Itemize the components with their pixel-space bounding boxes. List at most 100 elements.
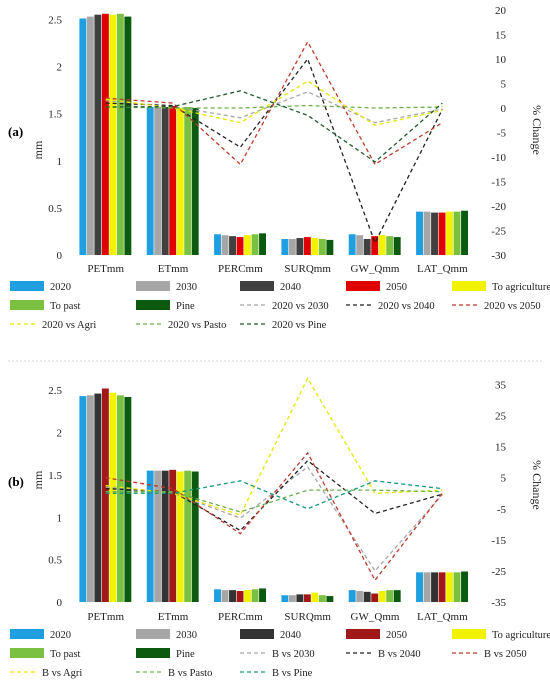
bar-to-agriculture-gw_qmm xyxy=(378,235,386,255)
bar-to-past-gw_qmm xyxy=(386,590,394,602)
legend-item: 2030 xyxy=(136,629,197,641)
legend-label: B vs Pasto xyxy=(168,668,212,679)
legend-item: 2020 vs 2040 xyxy=(346,301,435,312)
legend-label: B vs 2040 xyxy=(378,649,421,660)
line-b-vs-pine xyxy=(105,480,443,510)
bar-to-agriculture-etmm xyxy=(176,471,184,602)
legend-item: 2040 xyxy=(240,629,301,641)
legend-item: Pine xyxy=(136,648,195,660)
x-tick-label: PERCmm xyxy=(218,263,263,275)
legend-label: B vs 2030 xyxy=(272,649,315,660)
bar-2030-percmm xyxy=(221,590,229,602)
legend-label: To past xyxy=(50,301,81,312)
bar-to-agriculture-gw_qmm xyxy=(378,590,386,602)
legend-label: B vs 2050 xyxy=(484,649,527,660)
chart-panel-2: (b) mm % Change 0 0.5 1 1.5 2 2.5 -35 -25 -15 -5 5 15 2… xyxy=(8,376,550,679)
bar-2050-lat_qmm xyxy=(438,212,446,255)
bar-2050-petmm xyxy=(101,388,109,602)
y-tick-label: 1.5 xyxy=(48,470,62,482)
bar-2050-percmm xyxy=(236,590,244,602)
legend-item: B vs 2050 xyxy=(452,649,527,660)
legend-swatch xyxy=(452,281,486,291)
bar-pine-percmm xyxy=(259,233,266,255)
bar-to-past-gw_qmm xyxy=(386,236,394,255)
line-2020-vs-2040 xyxy=(105,57,443,245)
x-tick-label: LAT_Qmm xyxy=(417,263,468,275)
y2-tick-label: 10 xyxy=(495,54,507,66)
bar-pine-gw_qmm xyxy=(393,237,401,255)
y-tick-label: 1.5 xyxy=(48,109,62,121)
bar-pine-petmm xyxy=(124,396,132,602)
x-tick-label: GW_Qmm xyxy=(351,611,400,623)
chart-panel-1: (a) mm % Change 0 0.5 1 1.5 2 2.5 -30 -25 -20 -15 -10… xyxy=(8,5,550,331)
x-tick-label: SURQmm xyxy=(284,263,331,275)
legend-swatch xyxy=(10,648,44,658)
y-tick-label: 0.5 xyxy=(48,203,62,215)
legend-swatch xyxy=(452,629,486,639)
y-tick-label: 2 xyxy=(57,62,63,74)
bar-2020-percmm xyxy=(214,589,221,602)
x-tick-label: ETmm xyxy=(158,611,189,623)
y-tick-label: 2.5 xyxy=(48,14,62,26)
legend-label: 2020 vs Pasto xyxy=(168,320,226,331)
bar-2020-percmm xyxy=(214,234,221,255)
x-tick-label: PETmm xyxy=(87,611,124,623)
legend-label: 2020 xyxy=(50,282,71,293)
bar-2040-etmm xyxy=(161,470,169,602)
legend-item: B vs Pasto xyxy=(136,668,212,679)
x-tick-label: PERCmm xyxy=(218,611,263,623)
bar-to-agriculture-lat_qmm xyxy=(446,211,453,255)
legend-label: B vs Agri xyxy=(42,668,82,679)
bar-2040-lat_qmm xyxy=(431,572,438,602)
bar-2030-gw_qmm xyxy=(356,590,364,602)
bar-2020-gw_qmm xyxy=(348,590,356,602)
bar-2040-gw_qmm xyxy=(363,238,371,255)
bar-2050-etmm xyxy=(169,106,177,256)
legend-item: 2020 xyxy=(10,281,71,293)
bar-to-past-petmm xyxy=(116,395,124,602)
x-tick-label: LAT_Qmm xyxy=(417,611,468,623)
legend-item: 2020 vs Pasto xyxy=(136,320,226,331)
bar-2020-etmm xyxy=(146,107,154,255)
bar-pine-surqmm xyxy=(326,239,334,255)
bar-2040-gw_qmm xyxy=(363,591,371,602)
legend-label: 2020 vs Pine xyxy=(272,320,327,331)
legend-label: 2050 xyxy=(386,282,407,293)
legend-label: To agriculture xyxy=(492,630,550,641)
line-b-vs-pasto xyxy=(105,489,443,513)
line-2020-vs-2050 xyxy=(105,40,443,166)
x-tick-label: SURQmm xyxy=(284,611,331,623)
legend-label: To agriculture xyxy=(492,282,550,293)
y2-tick-label: -30 xyxy=(491,250,506,262)
legend-label: Pine xyxy=(176,301,195,312)
bar-to-past-etmm xyxy=(184,107,192,255)
y-tick-label: 2 xyxy=(57,428,63,440)
y-axis-title: mm xyxy=(31,470,45,489)
legend-item: To past xyxy=(10,300,81,312)
legend-swatch xyxy=(136,281,170,291)
bar-to-past-percmm xyxy=(251,234,259,255)
y2-tick-label: -5 xyxy=(497,128,507,140)
bar-2040-etmm xyxy=(161,107,169,255)
x-tick-label: ETmm xyxy=(158,263,189,275)
bar-to-past-surqmm xyxy=(318,238,326,255)
bar-to-past-lat_qmm xyxy=(453,572,461,602)
y2-tick-label: 25 xyxy=(495,411,507,423)
bar-2020-petmm xyxy=(79,396,87,602)
legend-item: Pine xyxy=(136,300,195,312)
bar-to-agriculture-etmm xyxy=(176,108,184,255)
y2-tick-label: 15 xyxy=(495,442,507,454)
y2-tick-label: -15 xyxy=(491,177,506,189)
bar-2040-petmm xyxy=(94,393,102,602)
line-b-vs-2050 xyxy=(105,451,443,582)
bar-2020-petmm xyxy=(79,18,87,256)
bar-2030-etmm xyxy=(154,470,162,602)
bar-to-past-lat_qmm xyxy=(453,211,461,255)
bar-2040-surqmm xyxy=(296,594,304,602)
y-tick-label: 2.5 xyxy=(48,385,62,397)
bar-2030-petmm xyxy=(86,16,94,255)
legend-label: 2030 xyxy=(176,282,197,293)
legend-swatch xyxy=(136,300,170,310)
bar-pine-petmm xyxy=(124,16,132,255)
legend-swatch xyxy=(240,629,274,639)
